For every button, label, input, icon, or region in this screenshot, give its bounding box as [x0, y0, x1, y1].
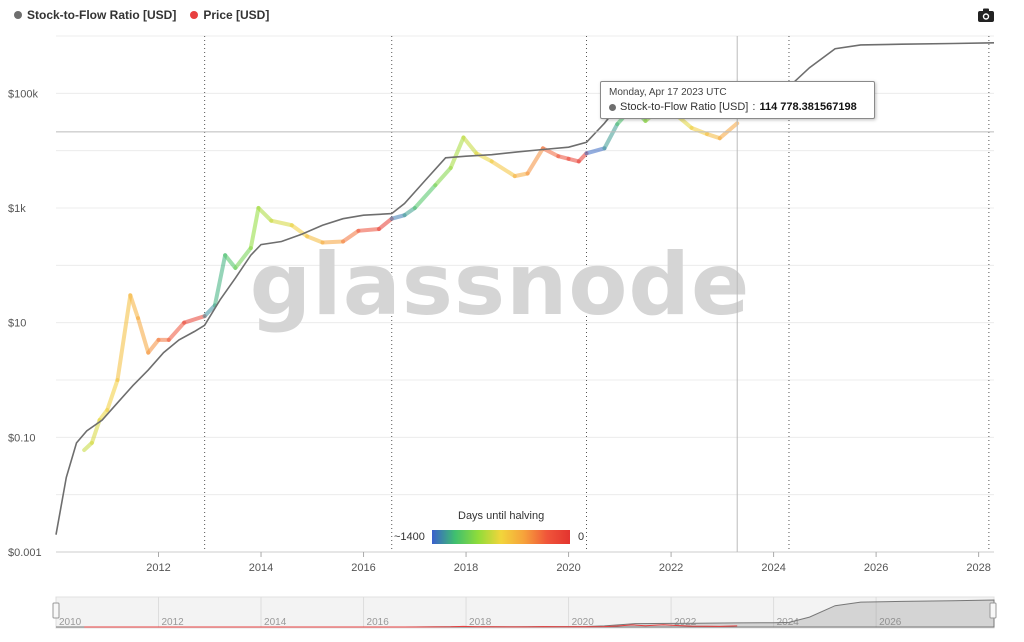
price-segment [448, 135, 466, 170]
tooltip-date: Monday, Apr 17 2023 UTC [609, 87, 727, 98]
price-segment [89, 418, 102, 445]
price-segment [166, 320, 187, 342]
price-segment [320, 239, 346, 245]
navigator-price-line [84, 624, 738, 628]
tooltip: Monday, Apr 17 2023 UTC Stock-to-Flow Ra… [600, 81, 875, 119]
navigator-tick-label: 2022 [674, 617, 697, 628]
tooltip-row: Stock-to-Flow Ratio [USD]: 114 778.38156… [609, 101, 866, 113]
navigator-tick-label: 2018 [469, 617, 492, 628]
price-segment [223, 253, 238, 270]
y-tick-label: $10 [8, 318, 26, 330]
legend-item-stock-to-flow[interactable]: Stock-to-Flow Ratio [USD] [14, 8, 176, 22]
price-segment [305, 234, 325, 245]
price-segment [115, 293, 133, 382]
price-segment [269, 218, 294, 228]
price-segment [128, 293, 141, 321]
x-tick-label: 2024 [761, 562, 785, 574]
price-segment [356, 227, 381, 233]
navigator-handle-right[interactable] [989, 602, 997, 619]
price-segment [704, 132, 722, 141]
price-segment [341, 228, 361, 244]
tooltip-dot [609, 103, 616, 111]
navigator-tick-label: 2016 [367, 617, 390, 628]
navigator-background [55, 596, 995, 629]
price-segment [97, 407, 110, 423]
price-segment [412, 183, 438, 210]
navigator-tick-label: 2026 [879, 617, 902, 628]
colorbar-min-label: ~1400 [394, 531, 425, 543]
colorbar-max-label: 0 [578, 531, 585, 543]
y-tick-label: $100k [8, 88, 38, 100]
tooltip-series-label: Stock-to-Flow Ratio [USD] [620, 101, 749, 113]
price-segment [248, 206, 261, 251]
price-segment [525, 146, 545, 176]
colorbar: Days until halving ~1400 0 [394, 508, 594, 548]
navigator-handle-left[interactable] [52, 602, 60, 619]
legend-item-price[interactable]: Price [USD] [190, 8, 269, 22]
price-segment [689, 125, 709, 137]
x-tick-label: 2016 [351, 562, 375, 574]
price-segment [717, 121, 740, 141]
navigator-tick-label: 2020 [572, 617, 595, 628]
tooltip-value: 114 778.381567198 [759, 101, 857, 113]
price-segment [182, 314, 207, 325]
camera-icon[interactable] [978, 8, 994, 22]
legend-dot-price [190, 11, 199, 19]
price-segment [289, 223, 310, 239]
navigator-ticks: 201020122014201620182020202220242026 [55, 597, 902, 628]
price-segment [212, 253, 228, 308]
price-segment [433, 165, 453, 188]
price-segment [489, 159, 517, 179]
price-segment [584, 146, 607, 156]
price-segment [461, 135, 479, 156]
price-segment [202, 303, 217, 319]
price-segment [389, 213, 407, 221]
y-tick-label: $0.10 [8, 432, 36, 444]
y-axis-labels: $0.001 $0.10 $10 $1k $100k [8, 88, 42, 559]
watermark: glassnode [250, 235, 751, 335]
x-tick-label: 2028 [966, 562, 990, 574]
chart-legend: Stock-to-Flow Ratio [USD] Price [USD] [14, 8, 269, 22]
colorbar-title: Days until halving [458, 510, 545, 522]
price-segment [474, 151, 494, 164]
legend-label-price: Price [USD] [203, 8, 270, 22]
price-segment [146, 337, 161, 355]
navigator-tick-label: 2010 [59, 617, 82, 628]
y-tick-label: $1k [8, 203, 26, 215]
navigator-tick-label: 2012 [162, 617, 185, 628]
price-segment [233, 246, 253, 270]
price-segment [105, 378, 120, 412]
x-tick-label: 2018 [454, 562, 478, 574]
navigator[interactable]: 201020122014201620182020202220242026 [52, 596, 997, 629]
price-segment [136, 316, 151, 355]
legend-dot-stock-to-flow [14, 11, 22, 19]
price-segment [256, 206, 274, 223]
legend-label-stock-to-flow: Stock-to-Flow Ratio [USD] [27, 8, 177, 22]
price-series [82, 103, 740, 453]
x-tick-label: 2026 [864, 562, 888, 574]
price-segment [402, 206, 417, 218]
x-axis-labels: 2012 2014 2016 2018 2020 2022 2024 2026 2028 [146, 552, 991, 574]
price-segment [376, 216, 394, 232]
x-tick-label: 2022 [659, 562, 683, 574]
x-tick-label: 2014 [249, 562, 273, 574]
x-tick-label: 2012 [146, 562, 170, 574]
colorbar-gradient [432, 530, 570, 544]
navigator-tick-label: 2014 [264, 617, 287, 628]
price-segment [512, 171, 530, 179]
x-tick-label: 2020 [556, 562, 580, 574]
y-tick-label: $0.001 [8, 547, 42, 559]
price-segment [602, 122, 620, 151]
